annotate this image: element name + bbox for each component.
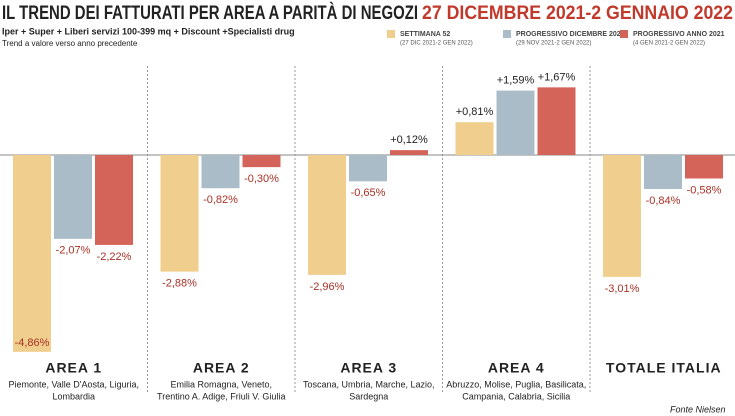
category-label: AREA 1	[45, 360, 102, 376]
legend-label: PROGRESSIVO ANNO 2021	[633, 31, 725, 38]
value-label: -2,22%	[97, 251, 132, 263]
bar	[496, 90, 535, 155]
category-note: Sardegna	[349, 391, 388, 401]
legend-period: (4 GEN 2021-2 GEN 2022)	[633, 41, 705, 47]
value-label: +0,12%	[390, 134, 428, 146]
category-label: AREA 2	[193, 360, 250, 376]
bar	[13, 155, 51, 352]
bar	[685, 155, 723, 179]
plot: SETTIMANA 52 (27 DIC 2021-2 GEN 2022) PROG…	[0, 30, 735, 401]
category-note: Trentino A. Adige, Friuli V. Giulia	[157, 391, 285, 401]
category-note: Toscana, Umbria, Marche, Lazio,	[303, 379, 435, 389]
bar	[242, 155, 281, 168]
value-label: -0,58%	[687, 184, 722, 196]
legend-period: (29 NOV 2021-2 GEN 2022)	[516, 41, 591, 47]
value-label: -4,86%	[15, 337, 50, 349]
bar	[603, 155, 641, 277]
value-label: -0,84%	[646, 195, 681, 207]
chart-title-period: 27 DICEMBRE 2021-2 GENNAIO 2022	[422, 3, 733, 24]
legend-label: SETTIMANA 52	[400, 31, 450, 38]
subtitle-note: Trend a valore verso anno precedente	[2, 39, 138, 48]
value-label: -0,82%	[203, 194, 238, 206]
value-label: +1,67%	[538, 71, 576, 83]
legend-period: (27 DIC 2021-2 GEN 2022)	[400, 41, 473, 47]
subtitle: Iper + Super + Liberi servizi 100-399 mq…	[2, 26, 295, 36]
value-label: -2,88%	[162, 278, 197, 290]
category-note: Piemonte, Valle D'Aosta, Liguria,	[8, 379, 139, 389]
value-label: +0,81%	[456, 106, 494, 118]
value-label: -3,01%	[605, 283, 640, 295]
bar	[201, 155, 240, 189]
bar	[390, 150, 428, 155]
bar	[644, 155, 682, 190]
legend-label: PROGRESSIVO DICEMBRE 2021	[516, 31, 625, 38]
bar	[537, 87, 576, 155]
legend-swatch	[387, 30, 395, 38]
bar	[95, 155, 133, 245]
chart-title: IL TREND DEI FATTURATI PER AREA A PARITÀ…	[2, 2, 418, 24]
category-note: Lombardia	[52, 391, 95, 401]
value-label: -2,96%	[310, 281, 345, 293]
bar	[54, 155, 92, 239]
category-note: Abruzzo, Molise, Puglia, Basilicata,	[446, 379, 586, 389]
category-note: Campania, Calabria, Sicilia	[462, 391, 570, 401]
bar	[349, 155, 387, 182]
legend-swatch	[503, 30, 511, 38]
category-label: AREA 3	[340, 360, 397, 376]
bar	[455, 122, 494, 155]
category-label: AREA 4	[488, 360, 545, 376]
value-label: -0,65%	[351, 187, 386, 199]
bar	[160, 155, 199, 272]
value-label: +1,59%	[497, 75, 535, 87]
category-note: Emilia Romagna, Veneto,	[170, 379, 272, 389]
value-label: -2,07%	[56, 245, 91, 257]
legend-swatch	[620, 30, 628, 38]
category-label: TOTALE ITALIA	[606, 360, 722, 376]
bar	[308, 155, 346, 275]
source: Fonte Nielsen	[670, 404, 726, 414]
value-label: -0,30%	[244, 173, 279, 185]
